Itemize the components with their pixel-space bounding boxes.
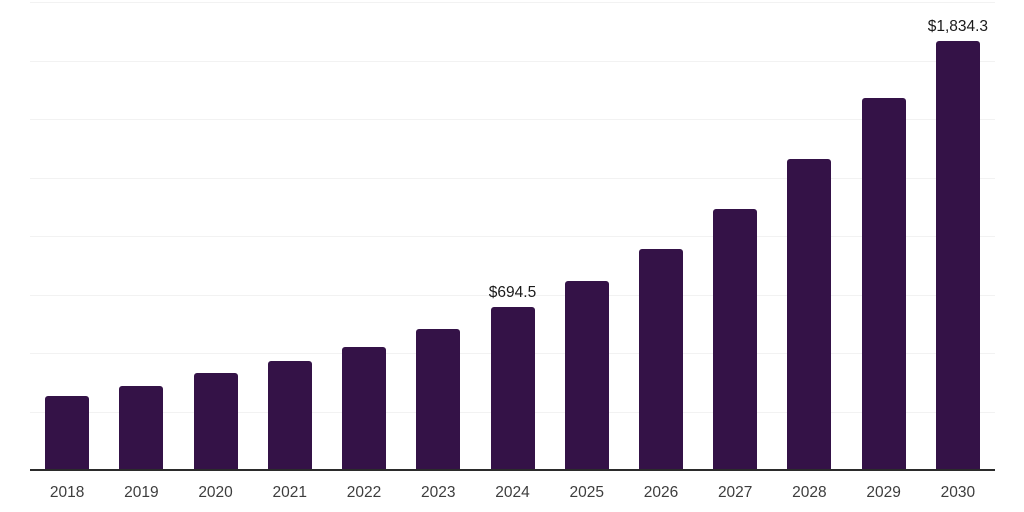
bar-2029 <box>861 97 906 470</box>
x-tick-label-2030: 2030 <box>940 484 976 501</box>
bar-2026 <box>638 249 683 470</box>
value-label-2030: $1,834.3 <box>927 17 989 35</box>
bar-2025 <box>564 281 609 470</box>
x-tick-label-2028: 2028 <box>792 484 827 501</box>
x-tick-label-2029: 2029 <box>866 484 901 501</box>
bar-2021 <box>267 361 312 470</box>
x-tick-label-2022: 2022 <box>346 484 382 501</box>
value-label-2024: $694.5 <box>488 284 537 302</box>
x-tick-label-2020: 2020 <box>198 484 233 501</box>
x-tick-label-2025: 2025 <box>569 484 604 501</box>
bar-2024 <box>490 307 535 470</box>
gridline-1750 <box>30 60 995 62</box>
gridline-1000 <box>30 236 995 237</box>
bar-2030 <box>935 40 980 470</box>
x-tick-label-2021: 2021 <box>272 484 308 501</box>
x-tick-label-2024: 2024 <box>495 484 530 501</box>
x-tick-label-2018: 2018 <box>49 484 85 501</box>
bar-2028 <box>787 158 832 470</box>
gridline-750 <box>30 294 995 296</box>
gridline-1500 <box>30 119 995 120</box>
x-tick-label-2027: 2027 <box>717 484 753 501</box>
bar-2019 <box>119 385 164 470</box>
x-tick-label-2026: 2026 <box>643 484 679 501</box>
gridline-2000 <box>30 2 995 3</box>
gridline-1250 <box>30 177 995 179</box>
bar-2018 <box>45 396 90 470</box>
x-tick-label-2023: 2023 <box>421 484 456 501</box>
bar-2020 <box>193 372 238 470</box>
bar-2027 <box>713 209 758 470</box>
bar-2023 <box>416 329 461 470</box>
x-tick-label-2019: 2019 <box>124 484 159 501</box>
bar-2022 <box>342 346 387 470</box>
x-axis-line <box>30 469 995 471</box>
